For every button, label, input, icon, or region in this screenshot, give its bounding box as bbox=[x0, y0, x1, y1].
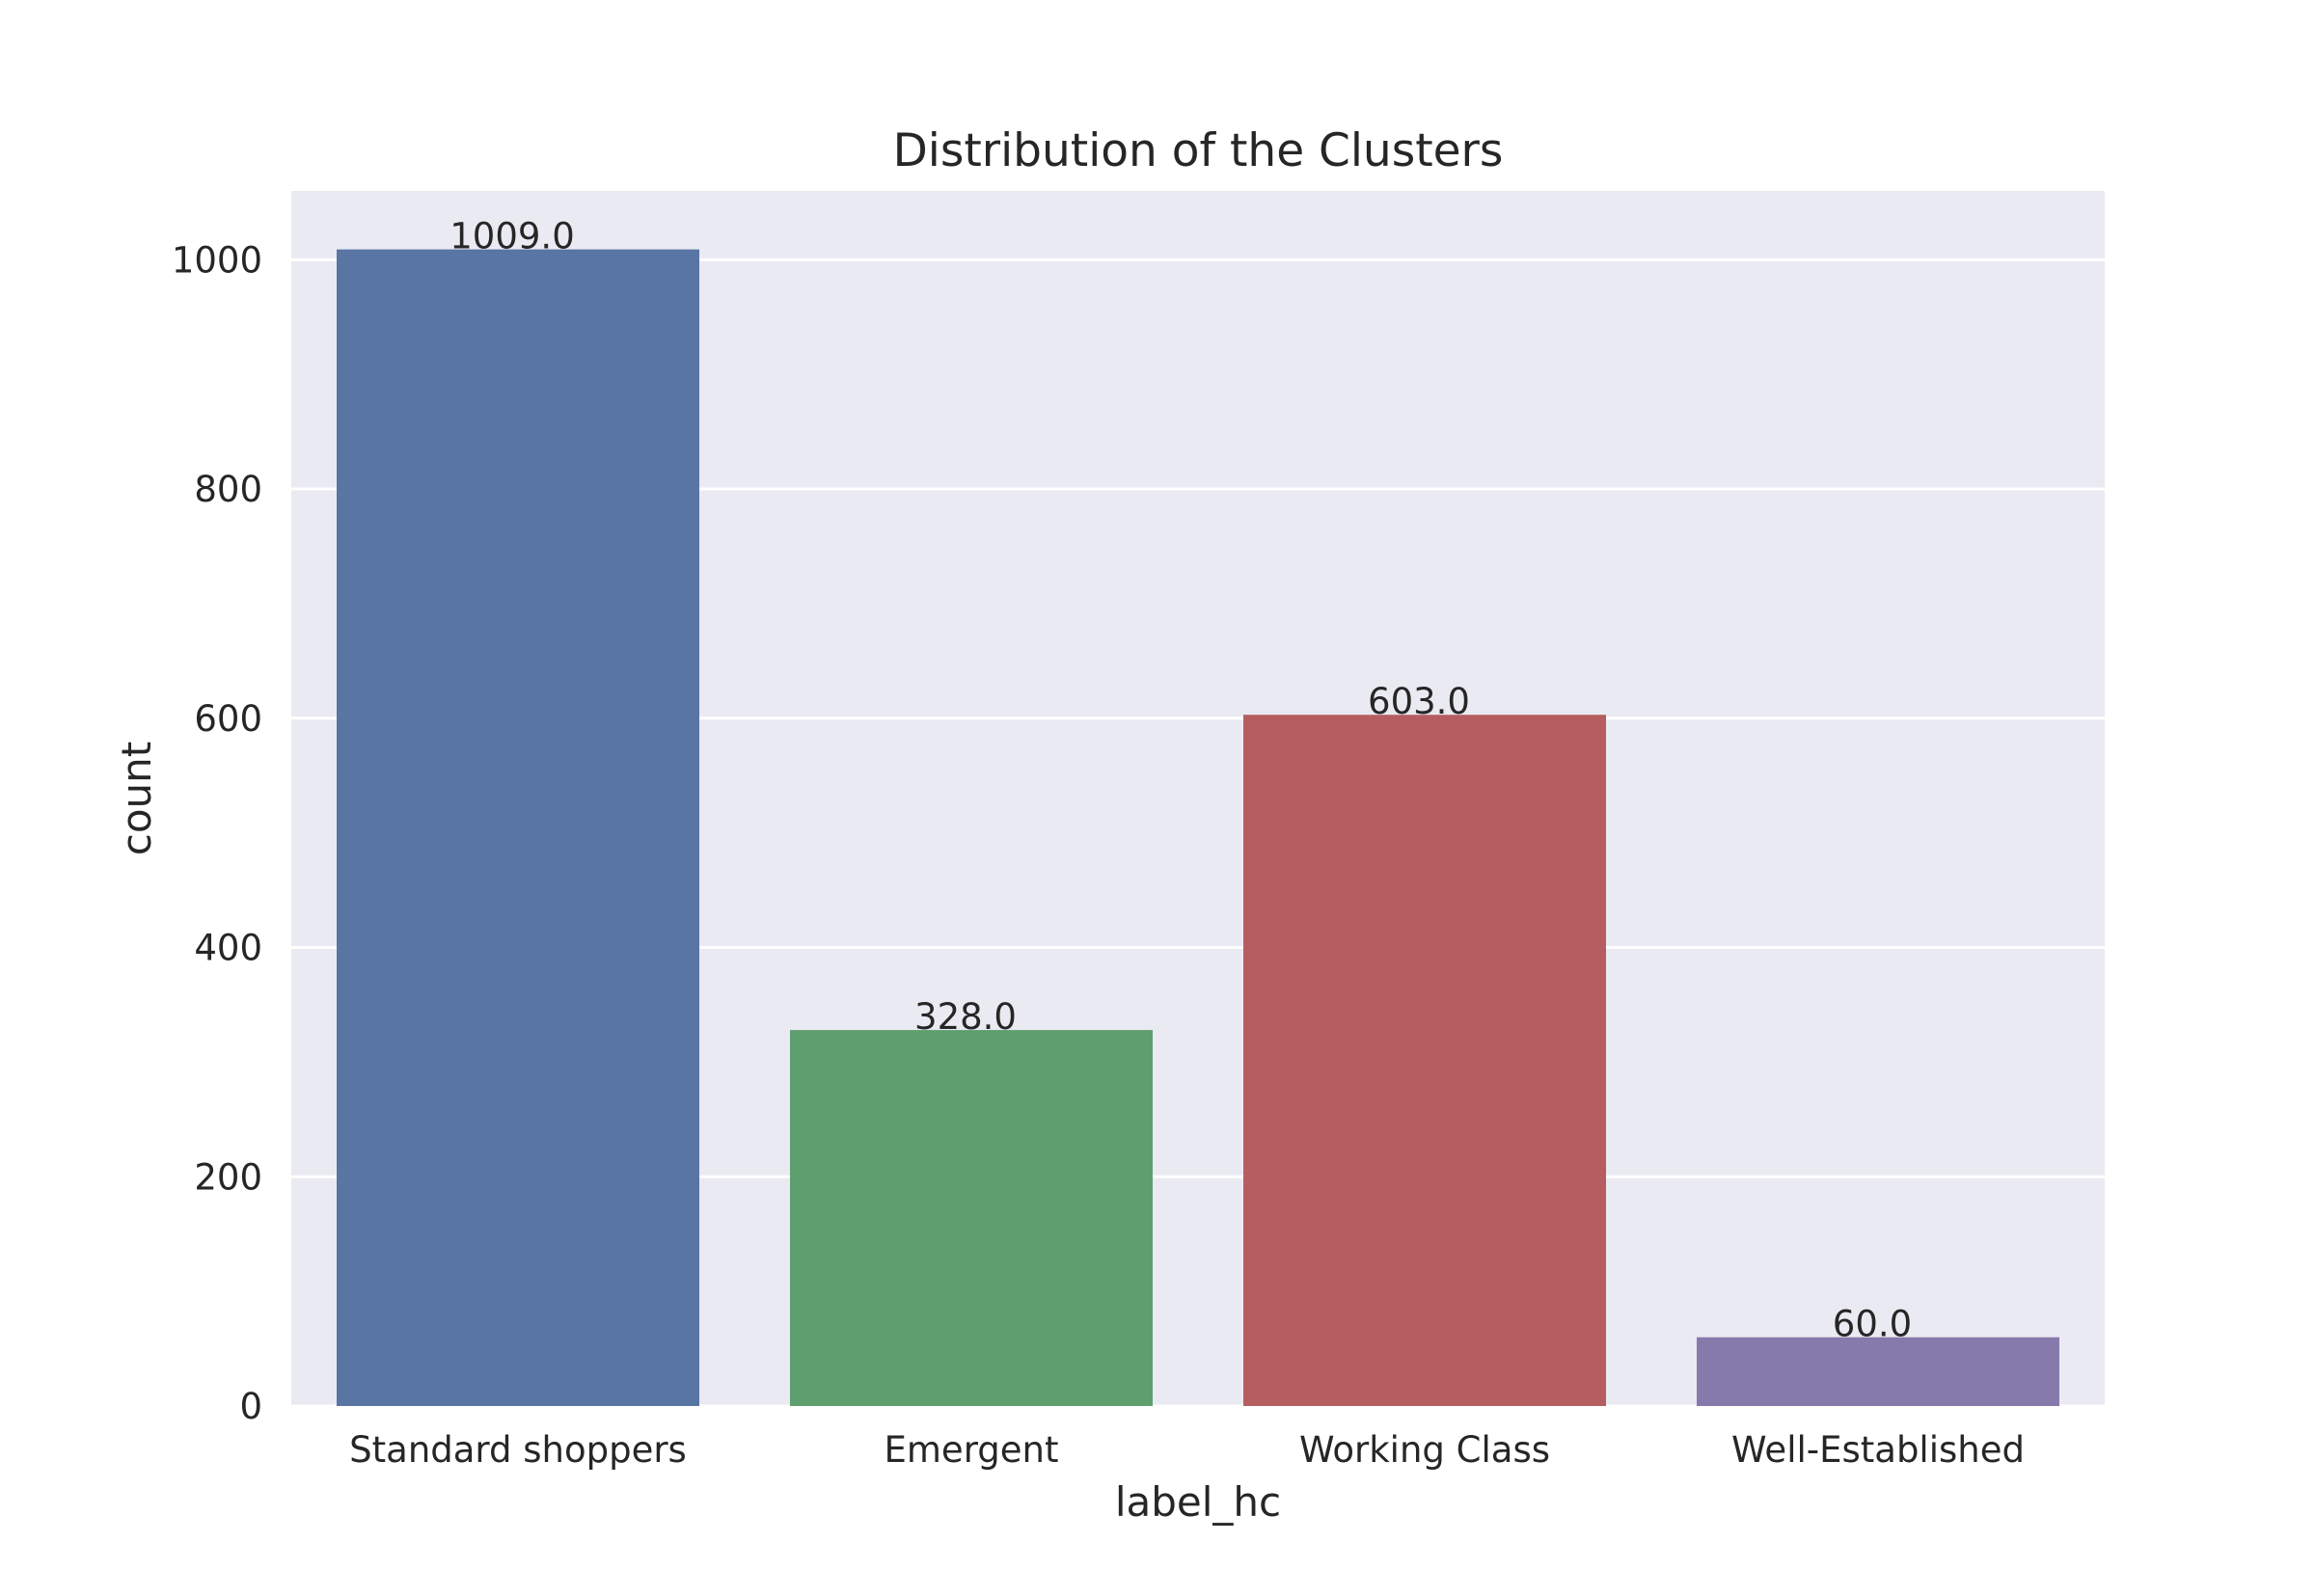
y-tick-label: 200 bbox=[194, 1156, 262, 1198]
y-tick-label: 800 bbox=[194, 469, 262, 510]
bar-well-established bbox=[1697, 1337, 2059, 1406]
x-tick-labels: Standard shoppers Emergent Working Class We… bbox=[349, 1429, 2025, 1471]
y-tick-label: 400 bbox=[194, 928, 262, 969]
bar-value-label: 603.0 bbox=[1368, 681, 1470, 722]
bar-value-label: 1009.0 bbox=[449, 216, 574, 257]
bar-emergent bbox=[790, 1030, 1153, 1406]
x-tick-label: Working Class bbox=[1299, 1429, 1550, 1471]
bar-value-labels: 1009.0 328.0 603.0 60.0 bbox=[449, 216, 1912, 1345]
bar-standard-shoppers bbox=[337, 249, 699, 1406]
y-axis-label: count bbox=[113, 742, 160, 856]
x-axis-label: label_hc bbox=[1115, 1478, 1281, 1526]
bar-value-label: 328.0 bbox=[914, 996, 1017, 1038]
chart-title: Distribution of the Clusters bbox=[893, 124, 1504, 177]
y-tick-label: 600 bbox=[194, 698, 262, 740]
bar-value-label: 60.0 bbox=[1833, 1304, 1912, 1345]
bar-working-class bbox=[1243, 715, 1606, 1406]
y-tick-label: 1000 bbox=[172, 239, 262, 281]
y-tick-labels: 0 200 400 600 800 1000 bbox=[172, 239, 262, 1427]
x-tick-label: Emergent bbox=[885, 1429, 1059, 1471]
x-tick-label: Standard shoppers bbox=[349, 1429, 687, 1471]
y-tick-label: 0 bbox=[239, 1386, 262, 1427]
bars bbox=[337, 249, 2059, 1406]
x-tick-label: Well-Established bbox=[1731, 1429, 2025, 1471]
